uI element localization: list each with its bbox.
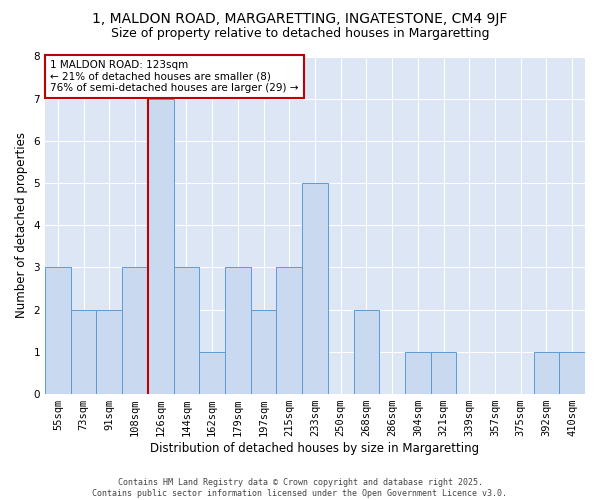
Bar (251, 310, 277, 394)
Text: Contains HM Land Registry data © Crown copyright and database right 2025.
Contai: Contains HM Land Registry data © Crown c… (92, 478, 508, 498)
Bar (225, 268, 251, 394)
Y-axis label: Number of detached properties: Number of detached properties (15, 132, 28, 318)
X-axis label: Distribution of detached houses by size in Margaretting: Distribution of detached houses by size … (151, 442, 479, 455)
Text: Size of property relative to detached houses in Margaretting: Size of property relative to detached ho… (111, 28, 489, 40)
Bar (533, 352, 559, 394)
Bar (277, 268, 302, 394)
Bar (148, 98, 173, 394)
Text: 1 MALDON ROAD: 123sqm
← 21% of detached houses are smaller (8)
76% of semi-detac: 1 MALDON ROAD: 123sqm ← 21% of detached … (50, 60, 299, 93)
Bar (302, 183, 328, 394)
Bar (431, 352, 457, 394)
Bar (559, 352, 585, 394)
Bar (173, 268, 199, 394)
Bar (122, 268, 148, 394)
Bar (97, 310, 122, 394)
Bar (45, 268, 71, 394)
Text: 1, MALDON ROAD, MARGARETTING, INGATESTONE, CM4 9JF: 1, MALDON ROAD, MARGARETTING, INGATESTON… (92, 12, 508, 26)
Bar (199, 352, 225, 394)
Bar (405, 352, 431, 394)
Bar (353, 310, 379, 394)
Bar (71, 310, 97, 394)
